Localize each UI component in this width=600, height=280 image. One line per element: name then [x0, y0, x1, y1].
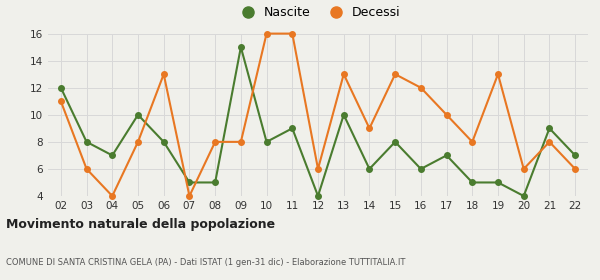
Legend: Nascite, Decessi: Nascite, Decessi: [230, 1, 406, 24]
Text: Movimento naturale della popolazione: Movimento naturale della popolazione: [6, 218, 275, 231]
Text: COMUNE DI SANTA CRISTINA GELA (PA) - Dati ISTAT (1 gen-31 dic) - Elaborazione TU: COMUNE DI SANTA CRISTINA GELA (PA) - Dat…: [6, 258, 406, 267]
